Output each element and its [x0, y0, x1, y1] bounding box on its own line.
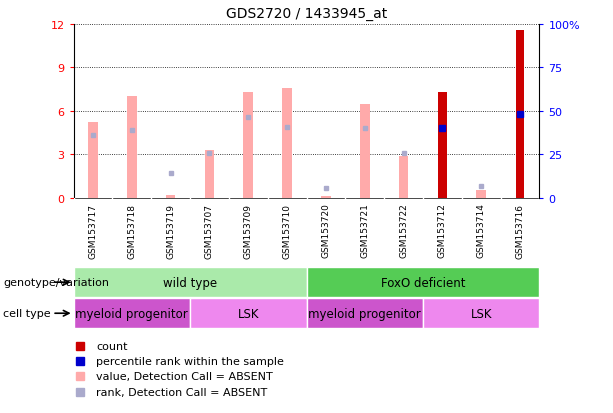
Bar: [282, 88, 292, 198]
Bar: [398, 157, 408, 198]
Bar: [190, 299, 306, 328]
Bar: [423, 299, 539, 328]
Text: percentile rank within the sample: percentile rank within the sample: [96, 356, 284, 366]
Bar: [88, 123, 98, 198]
Text: GSM153716: GSM153716: [516, 203, 525, 258]
Bar: [306, 299, 423, 328]
Text: genotype/variation: genotype/variation: [3, 278, 109, 287]
Text: GSM153718: GSM153718: [128, 203, 136, 258]
Bar: [74, 268, 306, 297]
Text: GSM153722: GSM153722: [399, 203, 408, 258]
Bar: [438, 93, 447, 198]
Text: GSM153714: GSM153714: [477, 203, 485, 258]
Text: GSM153720: GSM153720: [321, 203, 330, 258]
Text: GSM153710: GSM153710: [283, 203, 292, 258]
Title: GDS2720 / 1433945_at: GDS2720 / 1433945_at: [226, 7, 387, 21]
Bar: [476, 191, 486, 198]
Text: cell type: cell type: [3, 309, 51, 318]
Bar: [205, 150, 215, 198]
Bar: [306, 268, 539, 297]
Bar: [360, 104, 370, 198]
Text: rank, Detection Call = ABSENT: rank, Detection Call = ABSENT: [96, 387, 268, 397]
Bar: [127, 97, 137, 198]
Bar: [74, 299, 190, 328]
Bar: [321, 197, 331, 198]
Bar: [166, 195, 175, 198]
Text: value, Detection Call = ABSENT: value, Detection Call = ABSENT: [96, 371, 273, 381]
Text: GSM153707: GSM153707: [205, 203, 214, 258]
Bar: [516, 31, 524, 198]
Text: myeloid progenitor: myeloid progenitor: [308, 307, 421, 320]
Text: wild type: wild type: [163, 276, 217, 289]
Text: GSM153719: GSM153719: [166, 203, 175, 258]
Text: GSM153721: GSM153721: [360, 203, 369, 258]
Text: GSM153712: GSM153712: [438, 203, 447, 258]
Text: FoxO deficient: FoxO deficient: [381, 276, 465, 289]
Bar: [243, 93, 253, 198]
Text: myeloid progenitor: myeloid progenitor: [75, 307, 188, 320]
Text: GSM153709: GSM153709: [244, 203, 253, 258]
Text: LSK: LSK: [237, 307, 259, 320]
Text: count: count: [96, 341, 128, 351]
Text: LSK: LSK: [470, 307, 492, 320]
Text: GSM153717: GSM153717: [88, 203, 97, 258]
